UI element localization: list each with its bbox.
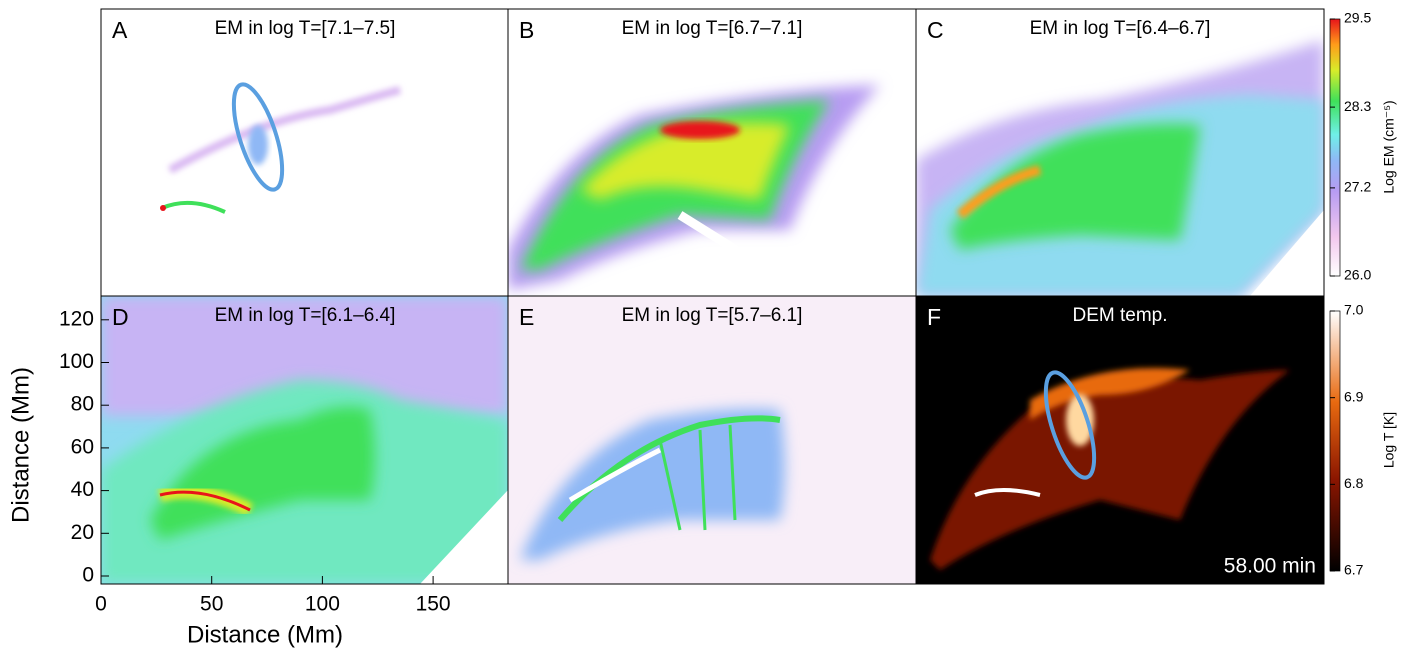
panel-image-e [508, 296, 916, 584]
colorbar-tick-label: 6.7 [1344, 562, 1364, 578]
colorbar-label: Log T [K] [1381, 412, 1397, 468]
colorbar-tick-label: 7.0 [1344, 302, 1364, 318]
panel-letter: F [927, 304, 941, 330]
colorbar-tick-label: 29.5 [1344, 10, 1371, 26]
colorbar-tick-label: 6.8 [1344, 475, 1364, 491]
colorbar-tick-label: 26.0 [1344, 267, 1371, 283]
colorbar-temp [1329, 310, 1341, 572]
panel-letter: D [112, 304, 129, 330]
y-tick-label: 100 [59, 350, 94, 373]
panel-letter: B [519, 17, 534, 43]
colorbar-tick-label: 28.3 [1344, 98, 1371, 114]
colorbar-em [1329, 18, 1341, 277]
y-tick-label: 20 [71, 521, 94, 544]
panel-letter: E [519, 304, 534, 330]
panel-image-a [101, 9, 508, 296]
panel-frames [100, 8, 1325, 585]
y-tick-label: 120 [59, 307, 94, 330]
timestamp: 58.00 min [1224, 555, 1316, 578]
x-axis-label: Distance (Mm) [187, 621, 343, 648]
panel-title: EM in log T=[5.7–6.1] [622, 305, 803, 326]
panel-image-f: 58.00 min [916, 296, 1324, 584]
panel-title: EM in log T=[6.7–7.1] [622, 18, 803, 39]
colorbar-label: Log EM (cm⁻⁵) [1381, 100, 1397, 193]
panel-image-d [101, 296, 508, 584]
panel-title: EM in log T=[6.4–6.7] [1030, 18, 1211, 39]
colorbar-tick-label: 6.9 [1344, 388, 1364, 404]
y-tick-label: 0 [82, 564, 94, 587]
y-axis-label: Distance (Mm) [7, 367, 34, 523]
panel-letter: A [112, 17, 128, 43]
panel-letter: C [927, 17, 944, 43]
panel-title: EM in log T=[7.1–7.5] [215, 18, 396, 39]
panel-title: EM in log T=[6.1–6.4] [215, 305, 396, 326]
panel-title: DEM temp. [1072, 305, 1167, 326]
x-tick-label: 50 [200, 593, 223, 616]
y-tick-label: 40 [71, 478, 94, 501]
panel-image-b [508, 9, 916, 296]
x-tick-label: 150 [416, 593, 451, 616]
x-tick-label: 0 [95, 593, 107, 616]
colorbar-tick-label: 27.2 [1344, 179, 1371, 195]
panel-image-c [916, 9, 1324, 296]
y-tick-label: 80 [71, 393, 94, 416]
y-tick-label: 60 [71, 435, 94, 458]
x-tick-label: 100 [305, 593, 340, 616]
